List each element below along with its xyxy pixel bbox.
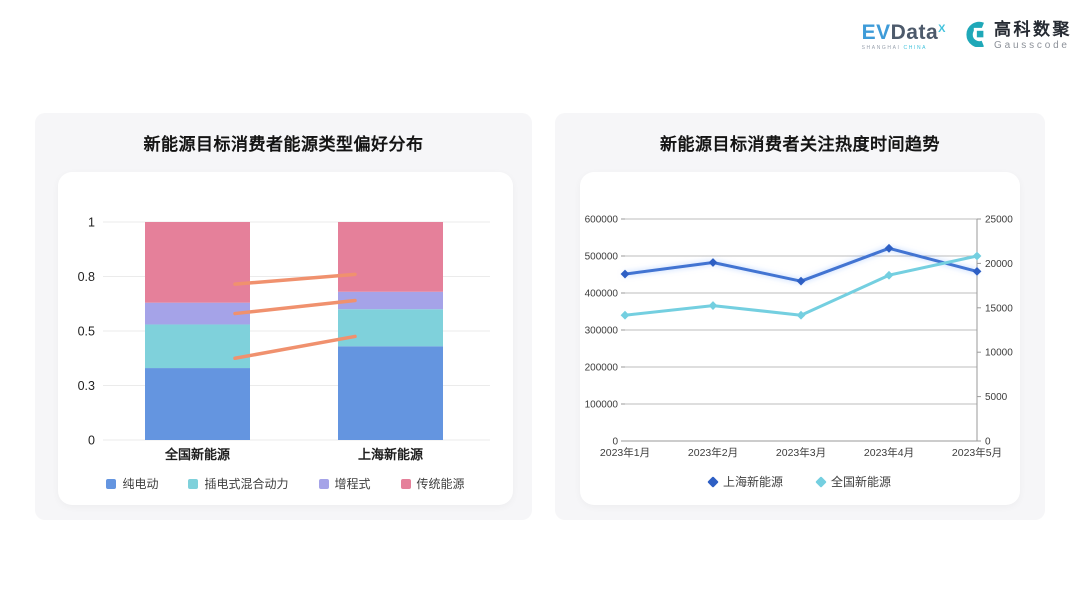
evdata-subtitle-shanghai: SHANGHAI <box>861 45 901 51</box>
svg-text:5000: 5000 <box>985 392 1008 403</box>
svg-text:0.5: 0.5 <box>78 325 95 339</box>
gausscode-cn-name: 高科数聚 <box>994 20 1072 39</box>
legend-label: 上海新能源 <box>722 475 783 489</box>
svg-text:0: 0 <box>985 437 991 448</box>
legend-swatch-icon <box>106 478 117 489</box>
legend-label: 插电式混合动力 <box>204 477 289 491</box>
legend-item[interactable]: 插电式混合动力 <box>188 475 289 492</box>
svg-text:20000: 20000 <box>985 259 1013 270</box>
svg-text:2023年5月: 2023年5月 <box>952 446 1002 459</box>
line-chart-card: 新能源目标消费者关注热度时间趋势 0 100000 200000 300000 4000… <box>555 113 1045 520</box>
evdata-subtitle: SHANGHAI CHINA <box>862 45 946 51</box>
svg-text:25000: 25000 <box>985 215 1013 226</box>
legend-item[interactable]: 传统能源 <box>400 475 465 492</box>
svg-text:200000: 200000 <box>585 363 619 374</box>
stacked-bar-chart: 0 0.3 0.5 0.8 1 全国新能源 上海新能源 <box>78 216 490 462</box>
legend-swatch-icon <box>815 475 827 488</box>
svg-text:0: 0 <box>88 434 95 448</box>
evdata-ev-text: EV <box>861 21 891 44</box>
header-logos: EVDataX SHANGHAI CHINA 高科数聚 Gausscode <box>862 20 1072 52</box>
legend-item[interactable]: 增程式 <box>318 475 371 492</box>
bar-chart-card: 新能源目标消费者能源类型偏好分布 0 0.3 0.5 0.8 1 全国新能源 上海新能源 纯… <box>35 113 532 520</box>
evdata-wordmark: EVDataX <box>861 21 946 44</box>
svg-text:1: 1 <box>88 216 95 230</box>
legend-label: 传统能源 <box>416 477 465 491</box>
evdata-x-icon: X <box>938 23 946 35</box>
legend-item[interactable]: 纯电动 <box>106 475 158 492</box>
line-chart-panel: 0 100000 200000 300000 400000 500000 600000 0 50… <box>580 172 1020 505</box>
legend-swatch-icon <box>318 478 329 489</box>
svg-text:10000: 10000 <box>985 348 1013 359</box>
svg-text:600000: 600000 <box>585 215 619 226</box>
legend-label: 全国新能源 <box>831 475 892 489</box>
legend-item[interactable]: 全国新能源 <box>815 473 892 490</box>
dual-axis-line-chart: 0 100000 200000 300000 400000 500000 600000 0 50… <box>585 215 1014 460</box>
legend-swatch-icon <box>707 475 719 488</box>
gausscode-mark-icon <box>962 20 989 52</box>
svg-text:300000: 300000 <box>585 326 619 337</box>
legend-swatch-icon <box>188 478 199 489</box>
legend-label: 增程式 <box>334 477 371 491</box>
evdata-logo: EVDataX SHANGHAI CHINA <box>862 20 946 51</box>
gausscode-en-name: Gausscode <box>994 40 1070 51</box>
svg-text:0.8: 0.8 <box>78 270 95 284</box>
svg-text:2023年2月: 2023年2月 <box>688 446 738 459</box>
svg-text:2023年1月: 2023年1月 <box>600 446 650 459</box>
bar-chart-panel: 0 0.3 0.5 0.8 1 全国新能源 上海新能源 纯电动 插电式混合动力 增程式 传统能源 <box>58 172 513 505</box>
svg-text:上海新能源: 上海新能源 <box>358 447 423 462</box>
gausscode-text: 高科数聚 Gausscode <box>994 20 1072 52</box>
svg-text:15000: 15000 <box>985 303 1013 314</box>
gausscode-logo: 高科数聚 Gausscode <box>962 20 1072 52</box>
svg-text:2023年4月: 2023年4月 <box>864 446 914 459</box>
line-chart-title: 新能源目标消费者关注热度时间趋势 <box>660 135 940 154</box>
bar-chart-legend: 纯电动 插电式混合动力 增程式 传统能源 <box>58 475 513 492</box>
legend-label: 纯电动 <box>122 477 159 491</box>
legend-swatch-icon <box>400 478 411 489</box>
legend-item[interactable]: 上海新能源 <box>707 473 783 490</box>
svg-text:100000: 100000 <box>585 400 619 411</box>
evdata-subtitle-china: CHINA <box>903 45 928 51</box>
svg-text:500000: 500000 <box>585 252 619 263</box>
svg-text:400000: 400000 <box>585 289 619 300</box>
svg-text:全国新能源: 全国新能源 <box>164 447 230 462</box>
svg-text:0: 0 <box>612 437 618 448</box>
svg-text:2023年3月: 2023年3月 <box>776 446 826 459</box>
evdata-data-text: Data <box>890 21 939 44</box>
line-chart-legend: 上海新能源 全国新能源 <box>580 473 1020 490</box>
svg-text:0.3: 0.3 <box>78 379 95 393</box>
bar-chart-title: 新能源目标消费者能源类型偏好分布 <box>143 135 424 154</box>
